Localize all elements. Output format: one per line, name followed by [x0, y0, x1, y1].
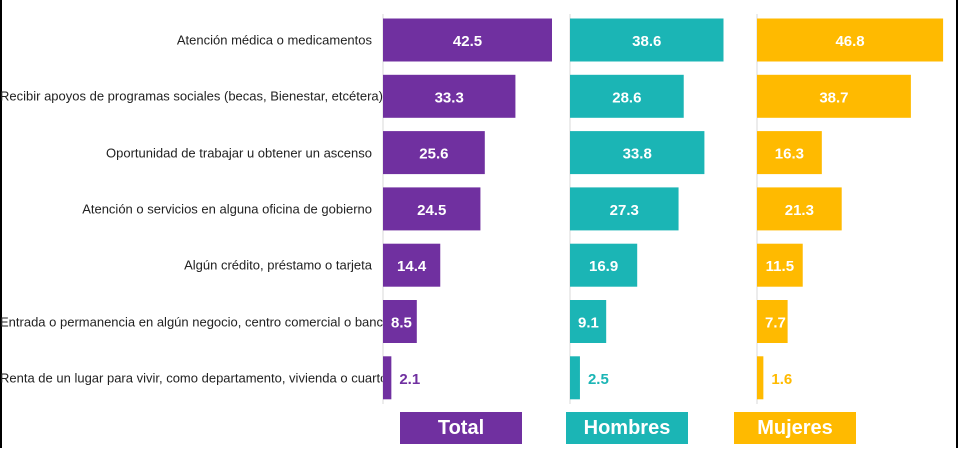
data-label-mujeres-3: 21.3 — [785, 202, 814, 219]
bar-mujeres-3 — [757, 187, 842, 231]
bar-hombres-3 — [570, 187, 679, 231]
data-label-mujeres-6: 1.6 — [771, 371, 792, 388]
legend-hombres: Hombres — [566, 412, 688, 444]
category-label-1: Recibir apoyos de programas sociales (be… — [0, 88, 383, 104]
bar-hombres-0 — [570, 18, 724, 62]
data-label-total-6: 2.1 — [399, 371, 420, 388]
category-label-3: Atención o servicios en alguna oficina d… — [82, 201, 372, 217]
data-label-hombres-1: 28.6 — [612, 89, 641, 106]
bar-hombres-1 — [570, 74, 684, 118]
legend-mujeres: Mujeres — [734, 412, 856, 444]
bar-total-4 — [383, 243, 441, 287]
bar-total-1 — [383, 74, 516, 118]
bar-mujeres-1 — [757, 74, 911, 118]
data-label-total-3: 24.5 — [417, 202, 446, 219]
data-label-total-2: 25.6 — [419, 146, 448, 163]
data-label-hombres-3: 27.3 — [610, 202, 639, 219]
bar-mujeres-0 — [757, 18, 944, 62]
bar-mujeres-4 — [757, 243, 803, 287]
bar-hombres-6 — [570, 356, 580, 400]
category-label-6: Renta de un lugar para vivir, como depar… — [0, 370, 388, 386]
bar-total-3 — [383, 187, 481, 231]
data-label-mujeres-5: 7.7 — [765, 315, 786, 332]
bar-mujeres-6 — [757, 356, 764, 400]
bar-hombres-5 — [570, 300, 607, 343]
bar-mujeres-5 — [757, 300, 788, 343]
legend-total: Total — [400, 412, 522, 444]
category-label-5: Entrada o permanencia en algún negocio, … — [0, 314, 391, 329]
data-label-mujeres-4: 11.5 — [766, 258, 794, 275]
bar-hombres-4 — [570, 243, 638, 287]
bar-mujeres-2 — [757, 131, 822, 175]
bar-total-0 — [383, 18, 552, 62]
data-label-total-4: 14.4 — [397, 258, 427, 275]
data-label-hombres-0: 38.6 — [632, 33, 661, 50]
data-label-total-1: 33.3 — [435, 89, 464, 106]
data-label-mujeres-1: 38.7 — [819, 89, 848, 106]
data-label-hombres-6: 2.5 — [588, 371, 609, 388]
bar-hombres-2 — [570, 131, 705, 175]
data-label-mujeres-0: 46.8 — [835, 33, 864, 50]
bar-total-2 — [383, 131, 485, 175]
category-label-2: Oportunidad de trabajar u obtener un asc… — [106, 145, 372, 161]
data-label-total-5: 8.5 — [391, 315, 412, 332]
data-label-total-0: 42.5 — [453, 33, 482, 50]
bar-total-5 — [383, 300, 417, 343]
data-label-hombres-5: 9.1 — [578, 315, 599, 332]
data-label-mujeres-2: 16.3 — [775, 146, 804, 163]
data-label-hombres-4: 16.9 — [589, 258, 618, 275]
data-label-hombres-2: 33.8 — [623, 146, 652, 163]
bar-total-6 — [383, 356, 392, 400]
category-label-0: Atención médica o medicamentos — [176, 32, 372, 48]
category-label-4: Algún crédito, préstamo o tarjeta — [184, 257, 372, 273]
